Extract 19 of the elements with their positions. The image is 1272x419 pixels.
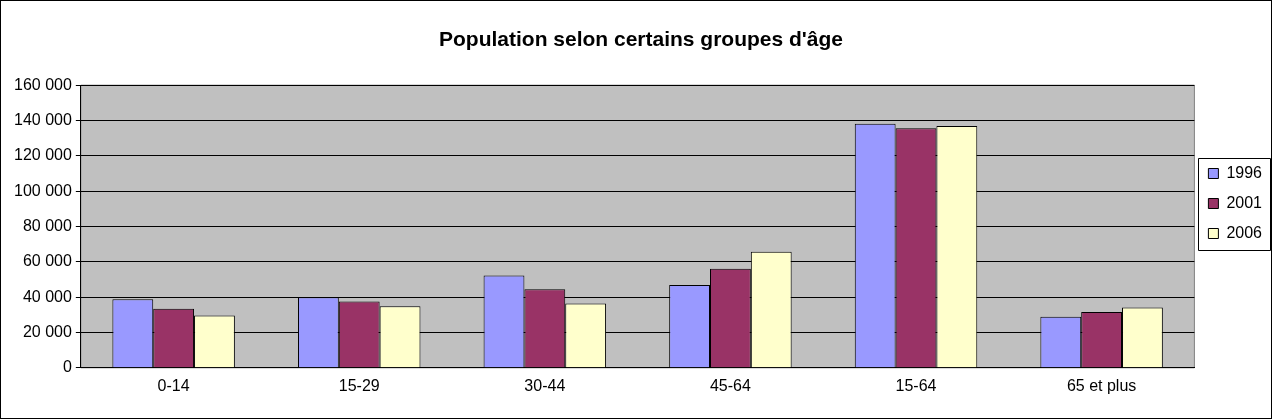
y-tick-label: 100 000 bbox=[13, 181, 72, 199]
y-tick-label: 160 000 bbox=[13, 75, 72, 93]
y-tick-label: 40 000 bbox=[22, 287, 72, 305]
x-tick-label: 45-64 bbox=[709, 376, 751, 394]
y-tick-label: 60 000 bbox=[22, 252, 72, 270]
x-tick-label: 0-14 bbox=[157, 376, 190, 394]
y-tick-label: 20 000 bbox=[22, 322, 72, 340]
y-tick-label: 120 000 bbox=[13, 146, 72, 164]
legend-label: 2006 bbox=[1226, 223, 1263, 241]
y-tick-label: 140 000 bbox=[13, 110, 72, 128]
y-tick-label: 80 000 bbox=[22, 216, 72, 234]
x-tick-label: 15-64 bbox=[895, 376, 937, 394]
legend-label: 2001 bbox=[1226, 193, 1263, 211]
legend-label: 1996 bbox=[1226, 163, 1263, 181]
chart-title: Population selon certains groupes d'âge bbox=[438, 27, 844, 51]
x-tick-label: 65 et plus bbox=[1066, 376, 1137, 394]
y-tick-label: 0 bbox=[62, 358, 72, 376]
x-tick-label: 15-29 bbox=[338, 376, 380, 394]
x-tick-label: 30-44 bbox=[524, 376, 566, 394]
